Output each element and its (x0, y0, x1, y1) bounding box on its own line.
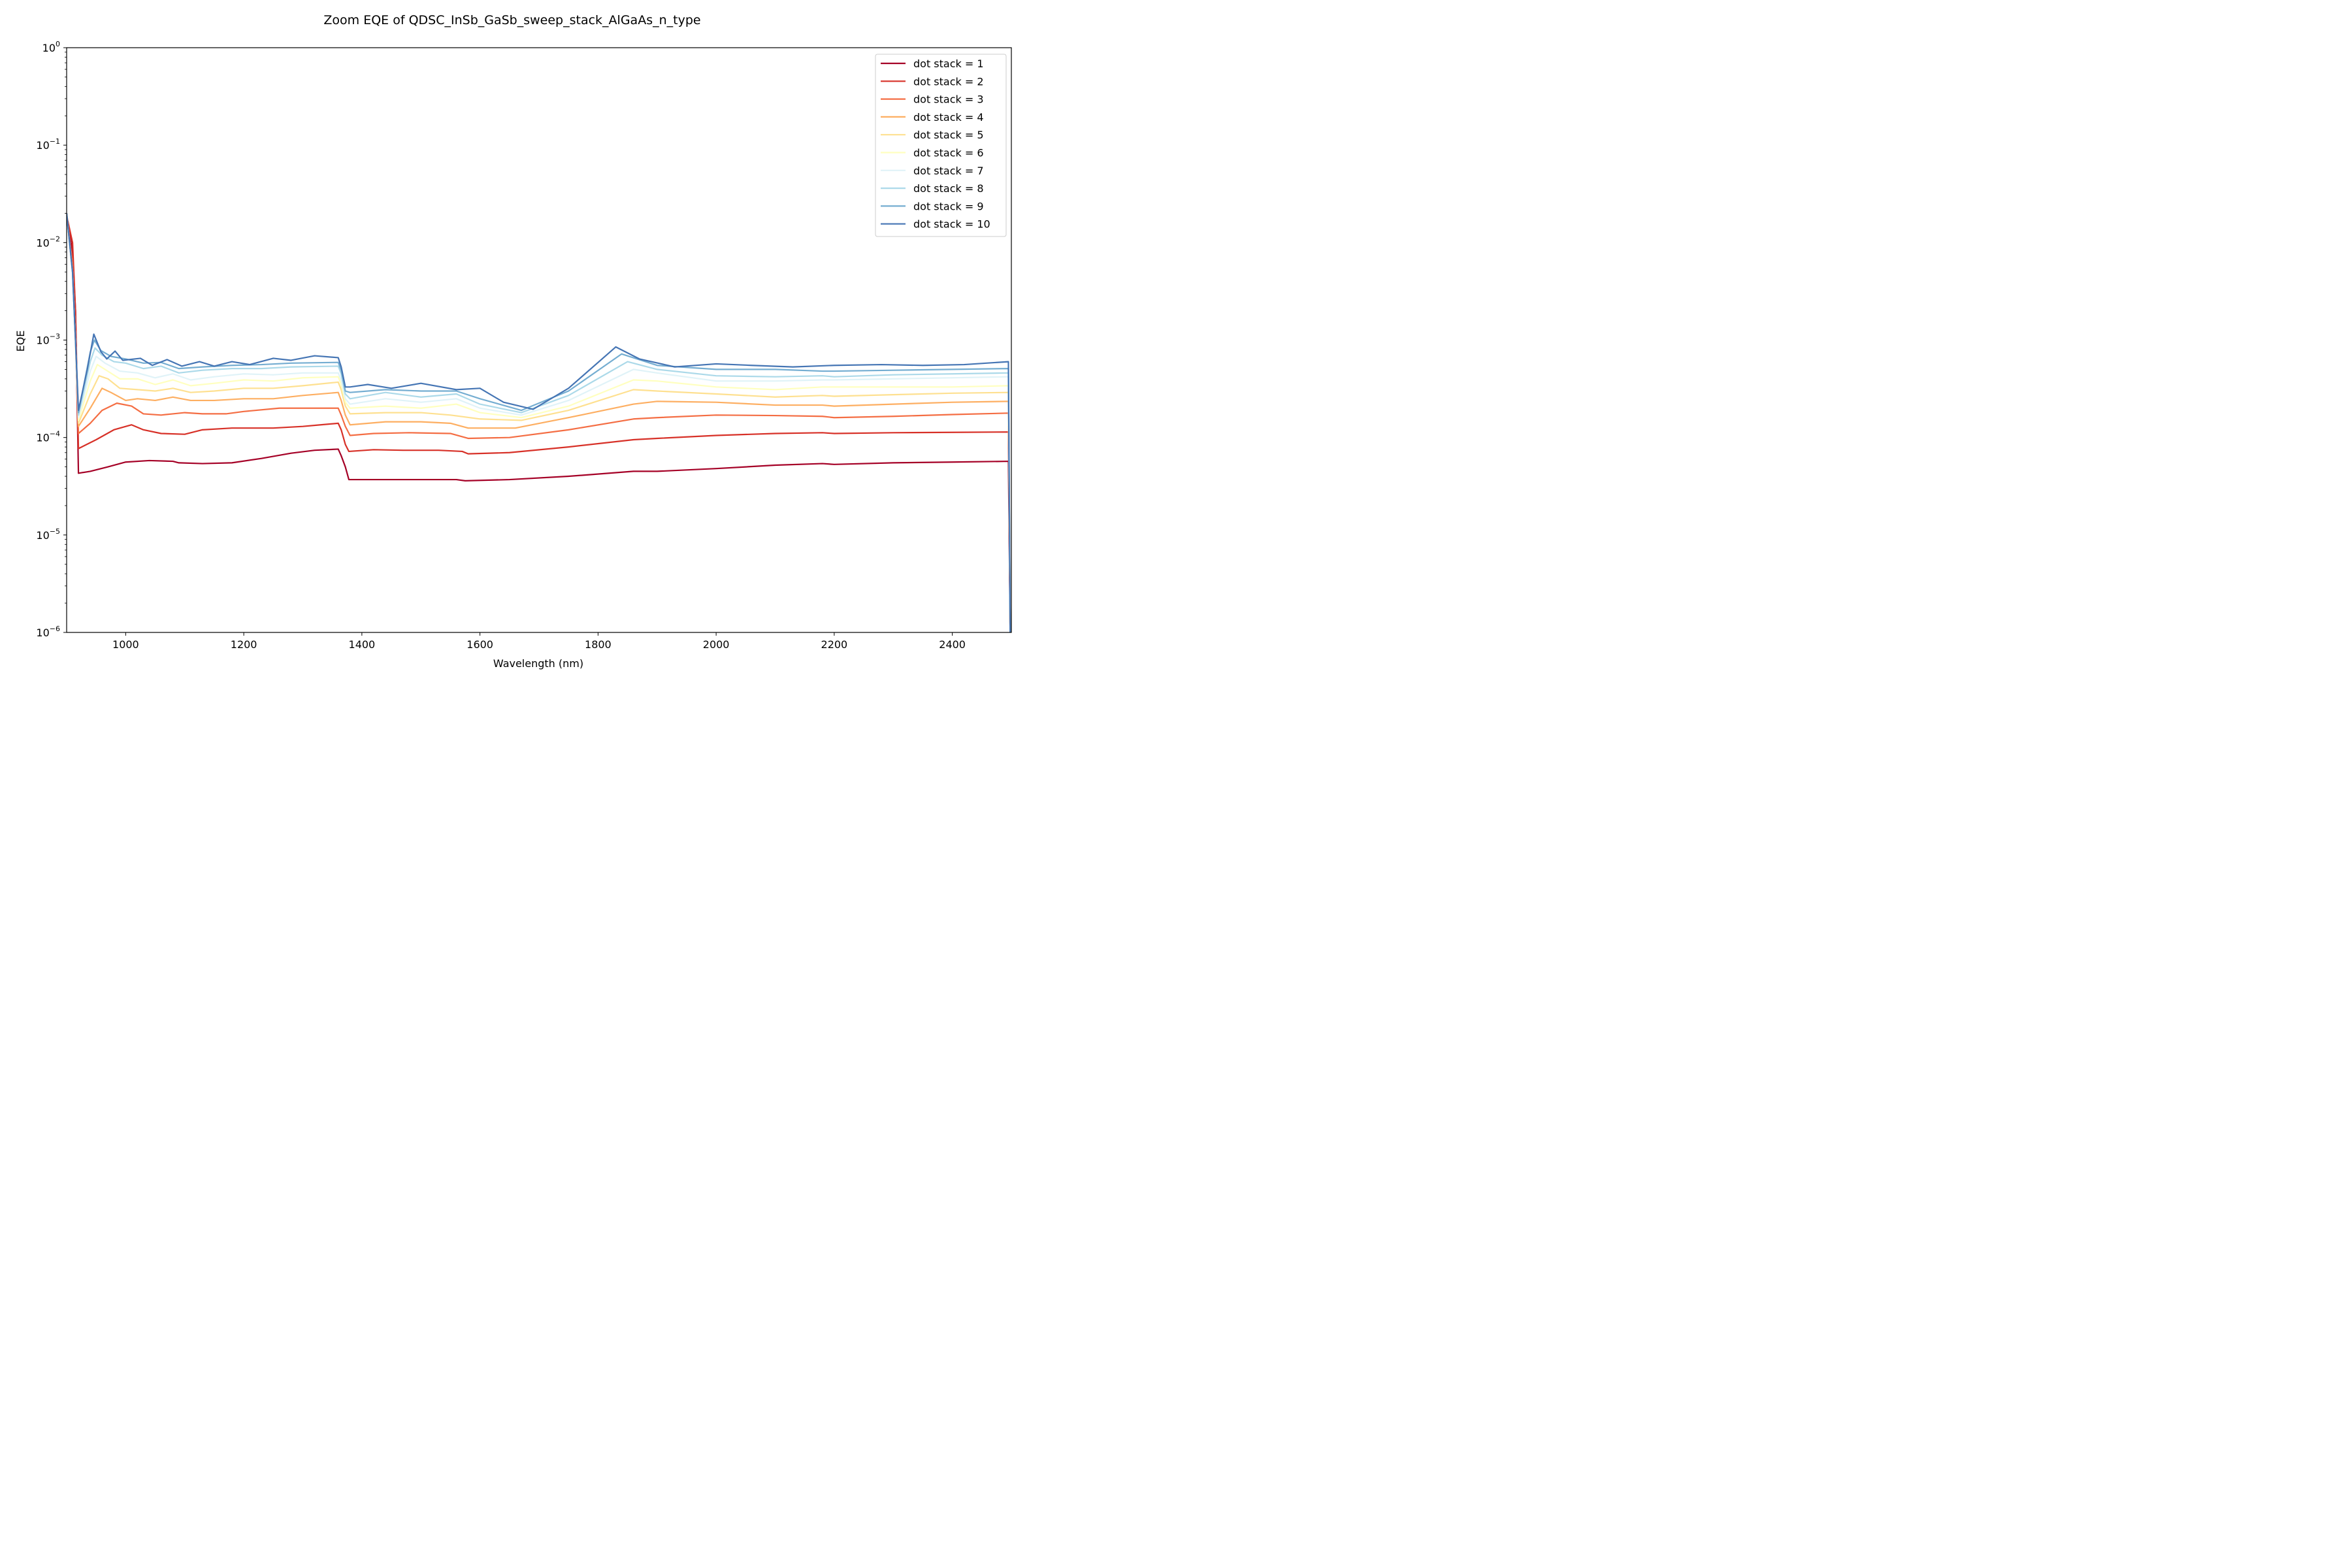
legend: dot stack = 1 dot stack = 2 dot stack = 3 d… (875, 54, 1007, 237)
x-tick-label: 2400 (939, 638, 966, 651)
plot-frame (66, 47, 1012, 633)
legend-box (875, 54, 1007, 237)
y-axis: 10−6 10−5 10−4 10−3 10−2 10−1 100 (36, 40, 67, 639)
y-tick-label: 10−3 (36, 333, 60, 347)
legend-label: dot stack = 3 (913, 93, 984, 106)
legend-label: dot stack = 1 (913, 57, 984, 70)
x-tick-label: 1600 (466, 638, 493, 651)
x-tick-label: 2000 (703, 638, 730, 651)
legend-label: dot stack = 8 (913, 182, 984, 195)
legend-label: dot stack = 7 (913, 165, 984, 177)
legend-label: dot stack = 5 (913, 129, 984, 141)
y-tick-label: 10−6 (36, 625, 60, 639)
series-line-6 (67, 213, 1011, 632)
series-line-4 (67, 213, 1011, 632)
y-tick-label: 10−1 (36, 137, 60, 152)
legend-label: dot stack = 10 (913, 218, 990, 231)
y-tick-label: 100 (42, 40, 60, 54)
x-tick-label: 1400 (349, 638, 376, 651)
y-tick-label: 10−5 (36, 527, 60, 542)
x-axis: 1000 1200 1400 1600 1800 2000 2200 2400 (112, 632, 966, 651)
series-line-3 (67, 213, 1011, 632)
chart-figure: Zoom EQE of QDSC_InSb_GaSb_sweep_stack_A… (0, 0, 1024, 683)
chart-title: Zoom EQE of QDSC_InSb_GaSb_sweep_stack_A… (323, 13, 700, 27)
series-line-1 (67, 215, 1011, 632)
x-tick-label: 1800 (585, 638, 612, 651)
y-axis-title: EQE (14, 331, 27, 352)
y-tick-label: 10−4 (36, 430, 60, 444)
legend-label: dot stack = 4 (913, 111, 984, 123)
series-line-10 (67, 213, 1011, 632)
plot-area (67, 213, 1011, 632)
series-line-5 (67, 213, 1011, 632)
y-tick-label: 10−2 (36, 235, 60, 249)
legend-label: dot stack = 9 (913, 200, 984, 212)
x-axis-title: Wavelength (nm) (493, 657, 583, 670)
x-tick-label: 1200 (231, 638, 257, 651)
x-tick-label: 2200 (821, 638, 848, 651)
eqe-line-chart: Zoom EQE of QDSC_InSb_GaSb_sweep_stack_A… (14, 13, 1012, 670)
legend-label: dot stack = 6 (913, 147, 984, 159)
legend-label: dot stack = 2 (913, 75, 984, 88)
x-tick-label: 1000 (112, 638, 139, 651)
series-line-2 (67, 215, 1011, 632)
series-line-7 (67, 213, 1011, 632)
